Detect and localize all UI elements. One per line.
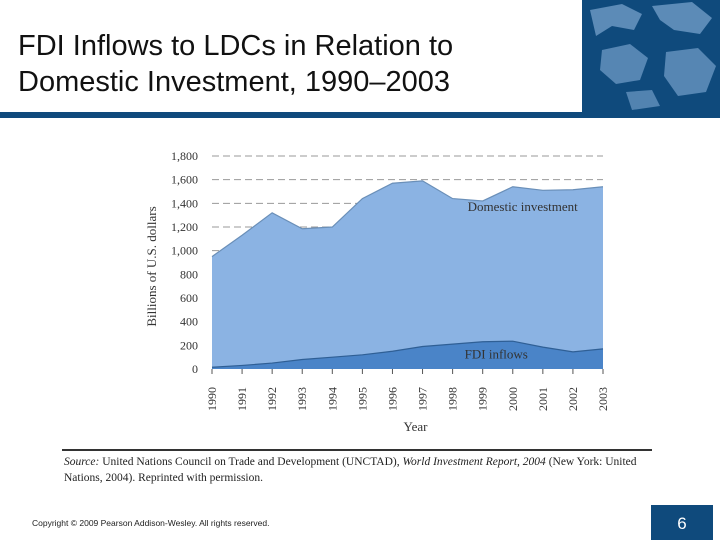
x-tick-label: 1992 <box>265 387 279 411</box>
source-text-1: United Nations Council on Trade and Deve… <box>99 456 403 468</box>
y-tick-label: 1,800 <box>171 149 198 163</box>
x-tick-label: 2002 <box>566 387 580 411</box>
domestic-investment-area <box>212 180 603 369</box>
x-tick-label: 2003 <box>596 387 610 411</box>
world-map-banner <box>582 0 720 112</box>
source-text-2: (New York: United Nations, 2004). Reprin… <box>64 456 637 484</box>
copyright-notice: Copyright © 2009 Pearson Addison-Wesley.… <box>32 518 270 528</box>
title-rule <box>0 112 720 118</box>
x-tick-label: 1997 <box>416 387 430 411</box>
y-tick-label: 200 <box>180 338 198 352</box>
y-tick-label: 800 <box>180 267 198 281</box>
fdi-chart: 0 200 400 600 800 1,000 1,200 1,400 1,600 1,800 1… <box>144 149 610 434</box>
x-tick-label: 1996 <box>385 387 399 411</box>
x-tick-label: 1998 <box>446 387 460 411</box>
x-tick-label: 2001 <box>536 387 550 411</box>
source-note: Source: United Nations Council on Trade … <box>64 454 664 486</box>
y-tick-label: 400 <box>180 315 198 329</box>
x-tick-label: 1990 <box>205 387 219 411</box>
y-axis-label: Billions of U.S. dollars <box>144 206 159 326</box>
x-tick-label: 1995 <box>355 387 369 411</box>
y-tick-label: 1,200 <box>171 220 198 234</box>
y-tick-label: 1,400 <box>171 196 198 210</box>
x-tick-label: 2000 <box>506 387 520 411</box>
x-tick-label: 1991 <box>235 387 249 411</box>
y-tick-label: 1,000 <box>171 244 198 258</box>
slide-title: FDI Inflows to LDCs in Relation to Domes… <box>18 28 578 100</box>
x-tick-label: 1999 <box>476 387 490 411</box>
x-axis-label: Year <box>404 419 429 434</box>
y-tick-label: 1,600 <box>171 173 198 187</box>
fdi-inflows-area <box>212 341 603 369</box>
series-label-domestic: Domestic investment <box>468 199 579 214</box>
series-label-fdi: FDI inflows <box>465 346 528 361</box>
source-report: World Investment Report, 2004 <box>402 456 546 468</box>
domestic-investment-line <box>211 180 604 258</box>
source-lead: Source: <box>64 456 100 468</box>
x-tick-label: 1994 <box>325 387 339 411</box>
title-line-2: Domestic Investment, 1990–2003 <box>18 66 451 98</box>
y-tick-label: 0 <box>192 362 198 376</box>
source-divider <box>62 449 652 451</box>
x-tick-label: 1993 <box>295 387 309 411</box>
page-number: 6 <box>651 505 713 540</box>
y-tick-label: 600 <box>180 291 198 305</box>
title-line-1: FDI Inflows to LDCs in Relation to <box>18 30 454 62</box>
fdi-inflows-line <box>211 340 604 368</box>
